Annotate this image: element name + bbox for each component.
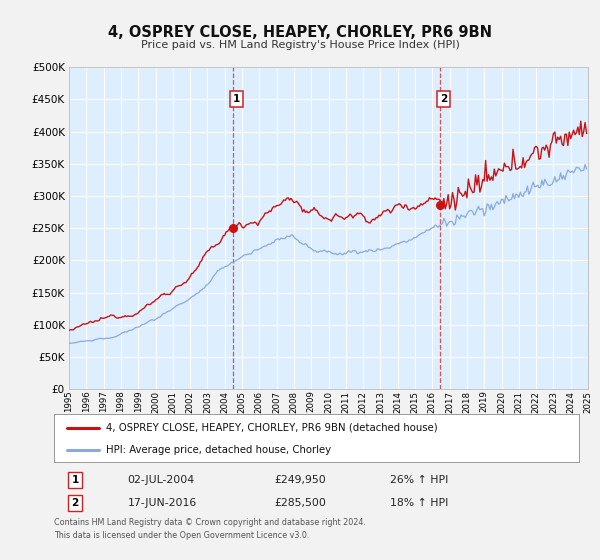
Text: £285,500: £285,500	[275, 498, 326, 507]
Text: £249,950: £249,950	[275, 475, 326, 485]
Text: 26% ↑ HPI: 26% ↑ HPI	[390, 475, 448, 485]
Text: 4, OSPREY CLOSE, HEAPEY, CHORLEY, PR6 9BN (detached house): 4, OSPREY CLOSE, HEAPEY, CHORLEY, PR6 9B…	[107, 423, 438, 433]
Text: Price paid vs. HM Land Registry's House Price Index (HPI): Price paid vs. HM Land Registry's House …	[140, 40, 460, 50]
Text: 17-JUN-2016: 17-JUN-2016	[128, 498, 197, 507]
Text: Contains HM Land Registry data © Crown copyright and database right 2024.
This d: Contains HM Land Registry data © Crown c…	[54, 518, 366, 540]
Text: 2: 2	[71, 498, 79, 507]
Text: 18% ↑ HPI: 18% ↑ HPI	[390, 498, 448, 507]
Text: 1: 1	[233, 95, 241, 104]
Text: 1: 1	[71, 475, 79, 485]
Text: 02-JUL-2004: 02-JUL-2004	[128, 475, 194, 485]
Text: 2: 2	[440, 95, 448, 104]
Text: HPI: Average price, detached house, Chorley: HPI: Average price, detached house, Chor…	[107, 445, 332, 455]
Text: 4, OSPREY CLOSE, HEAPEY, CHORLEY, PR6 9BN: 4, OSPREY CLOSE, HEAPEY, CHORLEY, PR6 9B…	[108, 25, 492, 40]
